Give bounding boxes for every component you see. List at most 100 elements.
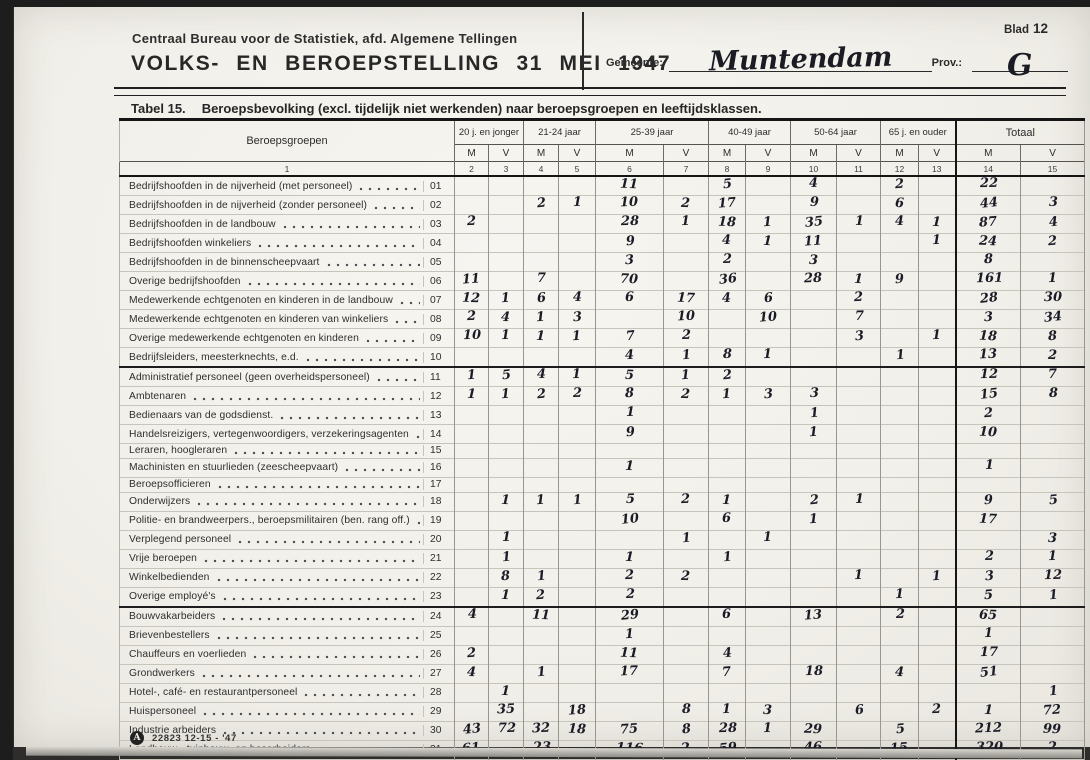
handwritten-value: 70 (620, 271, 639, 288)
value-cell (663, 443, 709, 459)
value-cell: 1 (1020, 586, 1086, 607)
row-code: 22 (423, 572, 454, 584)
value-cell (523, 548, 559, 569)
handwritten-value: 3 (983, 568, 995, 584)
value-cell: 1 (745, 529, 791, 550)
value-cell (836, 347, 881, 367)
handwritten-value: 2 (624, 568, 635, 583)
row-code: 20 (423, 534, 454, 546)
row-label: Machinisten en stuurlieden (zeescheepvaa… (129, 462, 339, 474)
value-cell: 10 (745, 309, 791, 329)
value-cell: 1 (790, 510, 837, 531)
value-cell (745, 548, 791, 569)
value-cell: 4 (454, 605, 489, 627)
handwritten-value: 8 (1047, 328, 1058, 345)
handwritten-value: 2 (1047, 233, 1058, 250)
value-cell (523, 252, 559, 272)
value-cell: 1 (558, 328, 596, 348)
row-code: 09 (423, 332, 454, 344)
value-cell (745, 328, 791, 348)
value-cell: 17 (954, 510, 1021, 531)
value-cell: 3 (790, 252, 837, 272)
value-cell (880, 529, 919, 550)
handwritten-value: 1 (722, 702, 732, 717)
handwritten-value: 18 (717, 214, 737, 231)
handwritten-value: 10 (978, 424, 998, 441)
row-label: Administratief personeel (geen overheids… (129, 371, 370, 383)
row-label: Onderwijzers (129, 496, 191, 508)
row-label: Beroepsofficieren (129, 479, 211, 491)
value-cell (488, 214, 524, 234)
value-cell (790, 625, 837, 646)
dot-leader (326, 261, 420, 267)
handwritten-value: 11 (461, 271, 482, 288)
value-cell (954, 682, 1021, 703)
value-cell: 1 (523, 663, 559, 684)
value-cell: 10 (663, 309, 709, 329)
handwritten-value: 1 (466, 386, 477, 403)
row-label-cell: Medewerkende echtgenoten en kinderen van… (119, 309, 455, 329)
dot-leader (247, 280, 420, 286)
value-cell: 35 (488, 701, 524, 722)
row-label-cell: Onderwijzers 18 (119, 491, 455, 512)
gemeente-prov-line: Gemeente: Muntendam Prov.: G (606, 41, 1068, 83)
value-cell (708, 457, 746, 478)
value-cell (917, 176, 956, 196)
handwritten-value: 5 (895, 721, 906, 737)
cbs-logo-icon: A (130, 731, 144, 745)
handwritten-value: 2 (984, 549, 994, 564)
handwritten-value: 6 (722, 511, 732, 526)
table-row: Industrie arbeiders 30 43 72 32 18 75 8 28 1 29 5 21… (119, 720, 1086, 741)
value-cell (454, 176, 489, 196)
handwritten-value: 116 (615, 740, 644, 757)
handwritten-value: 9 (625, 233, 636, 250)
value-cell (488, 195, 524, 215)
value-cell: 2 (523, 195, 559, 215)
value-cell (488, 644, 524, 665)
dot-leader (416, 520, 420, 526)
value-cell (1020, 476, 1086, 493)
handwritten-value: 18 (978, 328, 998, 345)
value-cell (488, 739, 524, 760)
value-cell: 1 (595, 548, 664, 569)
gemeente-field: Muntendam (668, 41, 932, 77)
row-label-cell: Bedrijfshoofden in de nijverheid (zonder… (119, 195, 455, 215)
row-label: Medewerkende echtgenoten en kinderen van… (129, 313, 389, 325)
value-cell (836, 548, 881, 569)
handwritten-value: 3 (808, 252, 819, 269)
handwritten-value: 28 (804, 271, 823, 287)
value-cell (790, 567, 837, 588)
value-cell: 8 (1020, 386, 1086, 406)
value-cell: 28 (595, 214, 664, 234)
value-cell: 1 (1020, 548, 1086, 569)
value-cell (454, 529, 489, 550)
handwritten-value: 1 (763, 721, 773, 736)
handwritten-value: 1 (573, 195, 583, 211)
value-cell (917, 252, 956, 272)
handwritten-value: 1 (809, 405, 820, 422)
value-cell (708, 424, 746, 444)
table-row: Machinisten en stuurlieden (zeescheepvaa… (119, 457, 1086, 478)
value-cell (523, 233, 559, 253)
value-cell (917, 366, 956, 387)
handwritten-value: 6 (624, 290, 635, 306)
value-cell: 12 (454, 290, 489, 310)
value-cell: 2 (558, 386, 596, 406)
row-code: 27 (423, 668, 454, 680)
row-code: 24 (423, 611, 454, 623)
value-cell (745, 271, 791, 291)
handwritten-value: 2 (853, 290, 864, 306)
handwritten-value: 3 (763, 702, 773, 718)
handwritten-value: 13 (803, 606, 824, 624)
col-header-age-group: 40-49 jaar (708, 119, 791, 145)
value-cell: 4 (708, 233, 746, 253)
row-code: 18 (423, 496, 454, 508)
value-cell: 4 (558, 290, 596, 310)
value-cell: 1 (558, 366, 596, 387)
row-label: Industrie arbeiders (129, 725, 217, 737)
value-cell (595, 529, 664, 550)
value-cell (880, 457, 919, 478)
handwritten-value: 2 (983, 405, 994, 422)
value-cell: 15 (954, 386, 1021, 406)
table-row: Bedienaars van de godsdienst. 13 1 1 2 (119, 405, 1086, 425)
